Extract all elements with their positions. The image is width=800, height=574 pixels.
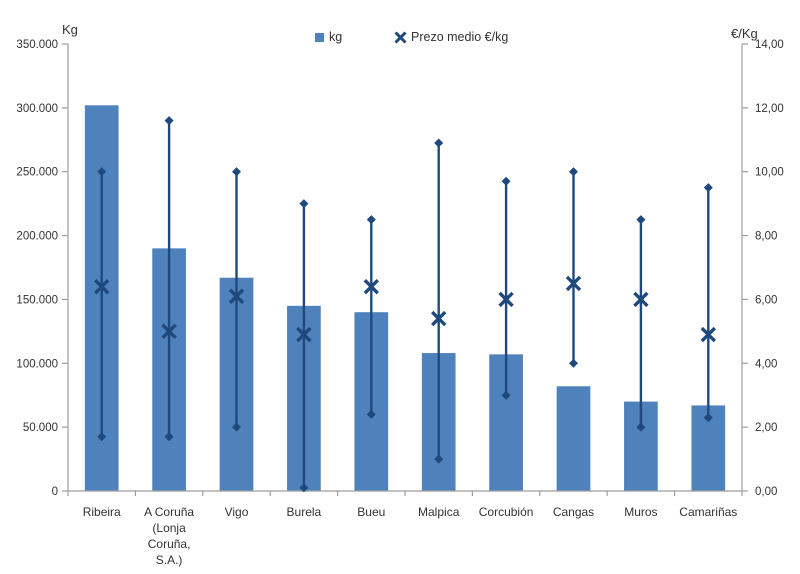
kg-series-swatch-icon (315, 32, 324, 42)
left-axis-tick-label: 200.000 (16, 231, 58, 243)
legend-label-prezo-medio: Prezo medio €/kg (411, 30, 509, 44)
x-axis-category-label: Corcubión (479, 505, 534, 519)
right-axis-tick-label: 12,00 (755, 103, 784, 115)
price-min-marker (569, 358, 578, 368)
x-marker-icon (394, 30, 407, 44)
left-axis-tick-label: 250.000 (16, 167, 58, 179)
price-mean-marker (565, 275, 582, 292)
price-mean-marker (633, 291, 649, 308)
price-max-marker (703, 183, 713, 193)
right-axis-tick-label: 10,00 (755, 167, 784, 179)
x-axis-category-label: Malpica (418, 505, 460, 519)
price-mean-marker (296, 326, 312, 343)
price-mean-marker (700, 326, 717, 343)
price-min-marker (703, 413, 713, 423)
price-mean-marker (430, 310, 447, 327)
price-mean-marker (228, 288, 245, 304)
left-axis-tick-label: 50.000 (23, 422, 58, 434)
left-axis-tick-label: 150.000 (16, 294, 58, 306)
price-max-marker (164, 116, 174, 126)
price-min-marker (636, 422, 646, 432)
right-axis-tick-label: 0,00 (755, 486, 777, 498)
price-mean-marker (363, 278, 380, 295)
kg-bar (556, 386, 591, 491)
right-axis-tick-label: 8,00 (755, 231, 777, 243)
price-min-marker (299, 483, 309, 493)
price-max-marker (434, 138, 444, 148)
x-axis-category-label: Burela (287, 505, 322, 519)
legend-item-kg: kg (315, 30, 342, 44)
left-axis-tick-label: 100.000 (16, 358, 58, 370)
legend-label-kg: kg (329, 30, 343, 44)
price-max-marker (97, 167, 107, 177)
x-axis-category-label: Cangas (553, 505, 594, 519)
price-min-marker (97, 432, 107, 442)
price-min-marker (232, 422, 241, 432)
price-max-marker (366, 215, 376, 225)
legend-item-prezo-medio: Prezo medio €/kg (394, 30, 508, 44)
price-min-marker (434, 454, 444, 464)
price-max-marker (569, 167, 578, 177)
x-axis-category-label: Camariñas (679, 505, 737, 519)
x-axis-category-label: Bueu (357, 505, 385, 519)
left-axis-title: Kg (62, 22, 78, 37)
left-axis-tick-label: 0 (52, 486, 58, 498)
left-axis-tick-label: 300.000 (16, 103, 58, 115)
right-axis-tick-label: 4,00 (755, 358, 777, 370)
x-axis-category-label: Ribeira (83, 505, 121, 519)
right-axis-tick-label: 2,00 (755, 422, 777, 434)
x-axis-category-label: A Coruña (Lonja Coruña, S.A.) (144, 505, 194, 567)
right-axis-tick-label: 14,00 (755, 39, 784, 51)
x-axis-category-label: Vigo (225, 505, 249, 519)
price-min-marker (501, 390, 511, 400)
price-min-marker (366, 409, 376, 419)
right-axis-tick-label: 6,00 (755, 294, 777, 306)
price-mean-marker (498, 291, 514, 308)
price-min-marker (164, 432, 174, 442)
price-max-marker (232, 167, 241, 177)
price-mean-marker (161, 323, 177, 340)
x-axis-category-label: Muros (624, 505, 657, 519)
price-max-marker (299, 199, 309, 209)
right-axis-title: €/Kg (731, 26, 758, 41)
price-mean-marker (93, 278, 110, 295)
price-max-marker (636, 215, 646, 225)
left-axis-tick-label: 350.000 (16, 39, 58, 51)
price-max-marker (501, 176, 511, 186)
